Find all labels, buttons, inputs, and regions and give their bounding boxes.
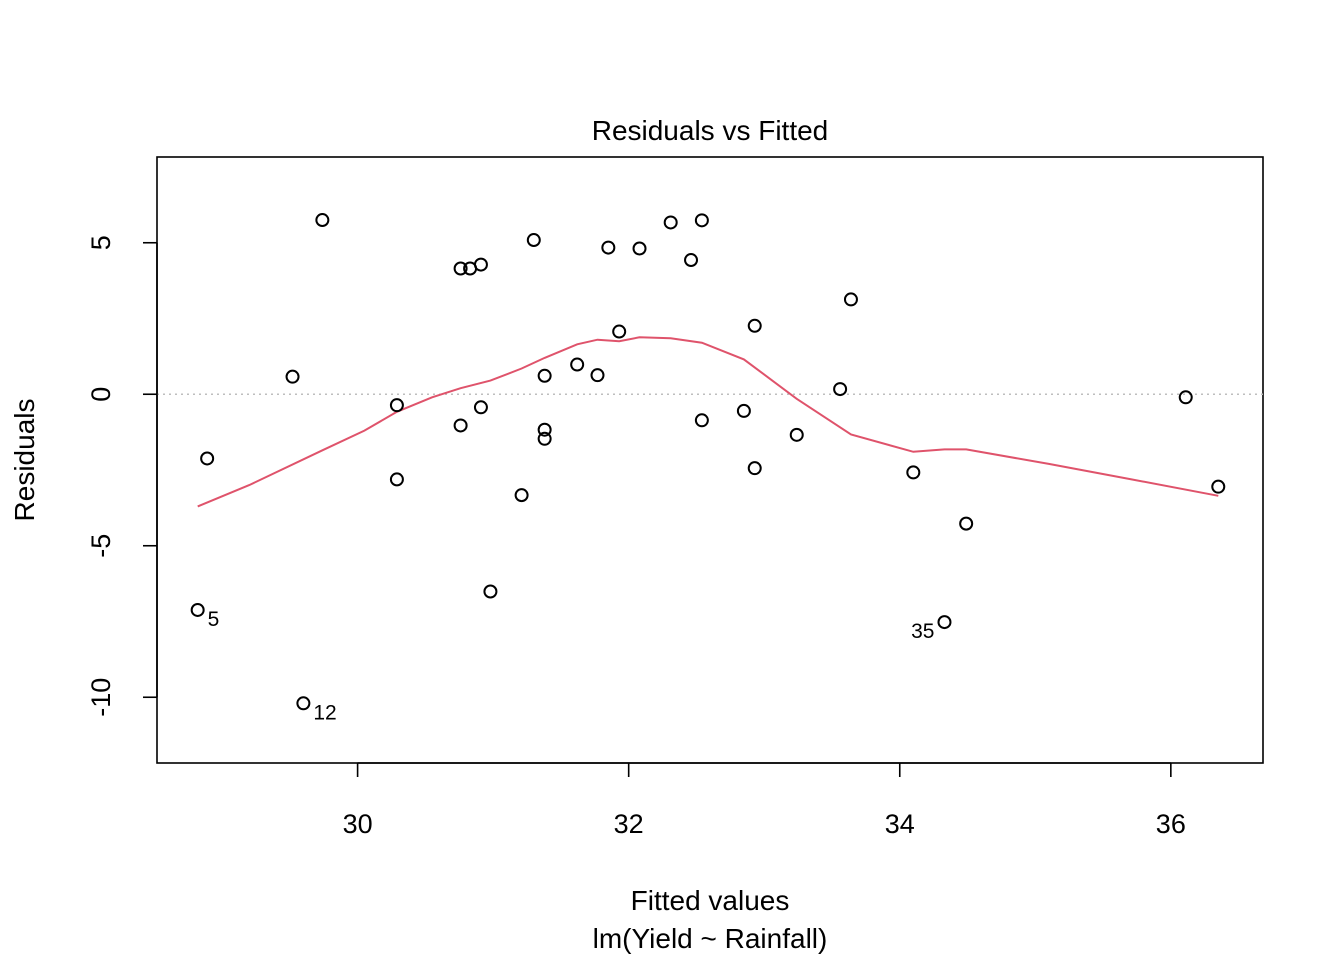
point-label: 12 bbox=[313, 701, 336, 724]
data-point bbox=[694, 413, 709, 428]
x-axis-sublabel: lm(Yield ~ Rainfall) bbox=[593, 923, 828, 954]
y-tick-label: 5 bbox=[86, 235, 116, 250]
data-point bbox=[453, 261, 468, 276]
x-tick-label: 30 bbox=[343, 809, 373, 839]
data-point bbox=[296, 696, 311, 711]
data-point bbox=[537, 431, 552, 446]
y-tick-label: 0 bbox=[86, 387, 116, 402]
data-point bbox=[483, 584, 498, 599]
data-point bbox=[1178, 390, 1193, 405]
chart-title: Residuals vs Fitted bbox=[592, 115, 829, 146]
data-point bbox=[526, 233, 541, 248]
data-point bbox=[537, 368, 552, 383]
data-point bbox=[789, 427, 804, 442]
point-label: 35 bbox=[911, 620, 934, 643]
data-point bbox=[747, 318, 762, 333]
data-point bbox=[570, 357, 585, 372]
data-point bbox=[959, 516, 974, 531]
x-axis-label: Fitted values bbox=[631, 885, 790, 916]
y-tick-label: -5 bbox=[86, 534, 116, 558]
data-point bbox=[612, 324, 627, 339]
y-axis: -10 -5 0 5 bbox=[86, 235, 158, 717]
data-point bbox=[537, 422, 552, 437]
data-point bbox=[200, 451, 215, 466]
data-point bbox=[833, 382, 848, 397]
data-point bbox=[906, 465, 921, 480]
x-axis: 30 32 34 36 bbox=[343, 762, 1186, 839]
data-point bbox=[473, 400, 488, 415]
point-label: 5 bbox=[208, 608, 220, 631]
data-point bbox=[389, 398, 404, 413]
data-point bbox=[843, 292, 858, 307]
data-point bbox=[285, 369, 300, 384]
data-point bbox=[389, 472, 404, 487]
data-point bbox=[514, 488, 529, 503]
x-tick-label: 36 bbox=[1156, 809, 1186, 839]
data-point bbox=[663, 215, 678, 230]
data-point bbox=[937, 615, 952, 630]
data-point bbox=[694, 213, 709, 228]
data-point bbox=[315, 213, 330, 228]
data-point bbox=[453, 418, 468, 433]
y-axis-label: Residuals bbox=[9, 399, 40, 522]
data-point bbox=[473, 257, 488, 272]
data-point bbox=[190, 602, 205, 617]
point-labels-group: 5 12 35 bbox=[208, 608, 935, 724]
data-point bbox=[632, 241, 647, 256]
data-point bbox=[684, 253, 699, 268]
data-point bbox=[590, 368, 605, 383]
y-tick-label: -10 bbox=[86, 678, 116, 717]
data-point bbox=[747, 461, 762, 476]
data-point bbox=[736, 403, 751, 418]
data-point bbox=[601, 240, 616, 255]
points-group bbox=[190, 213, 1226, 711]
plot-box bbox=[156, 156, 1264, 764]
x-tick-label: 34 bbox=[885, 809, 915, 839]
data-point bbox=[1211, 479, 1226, 494]
x-tick-label: 32 bbox=[614, 809, 644, 839]
